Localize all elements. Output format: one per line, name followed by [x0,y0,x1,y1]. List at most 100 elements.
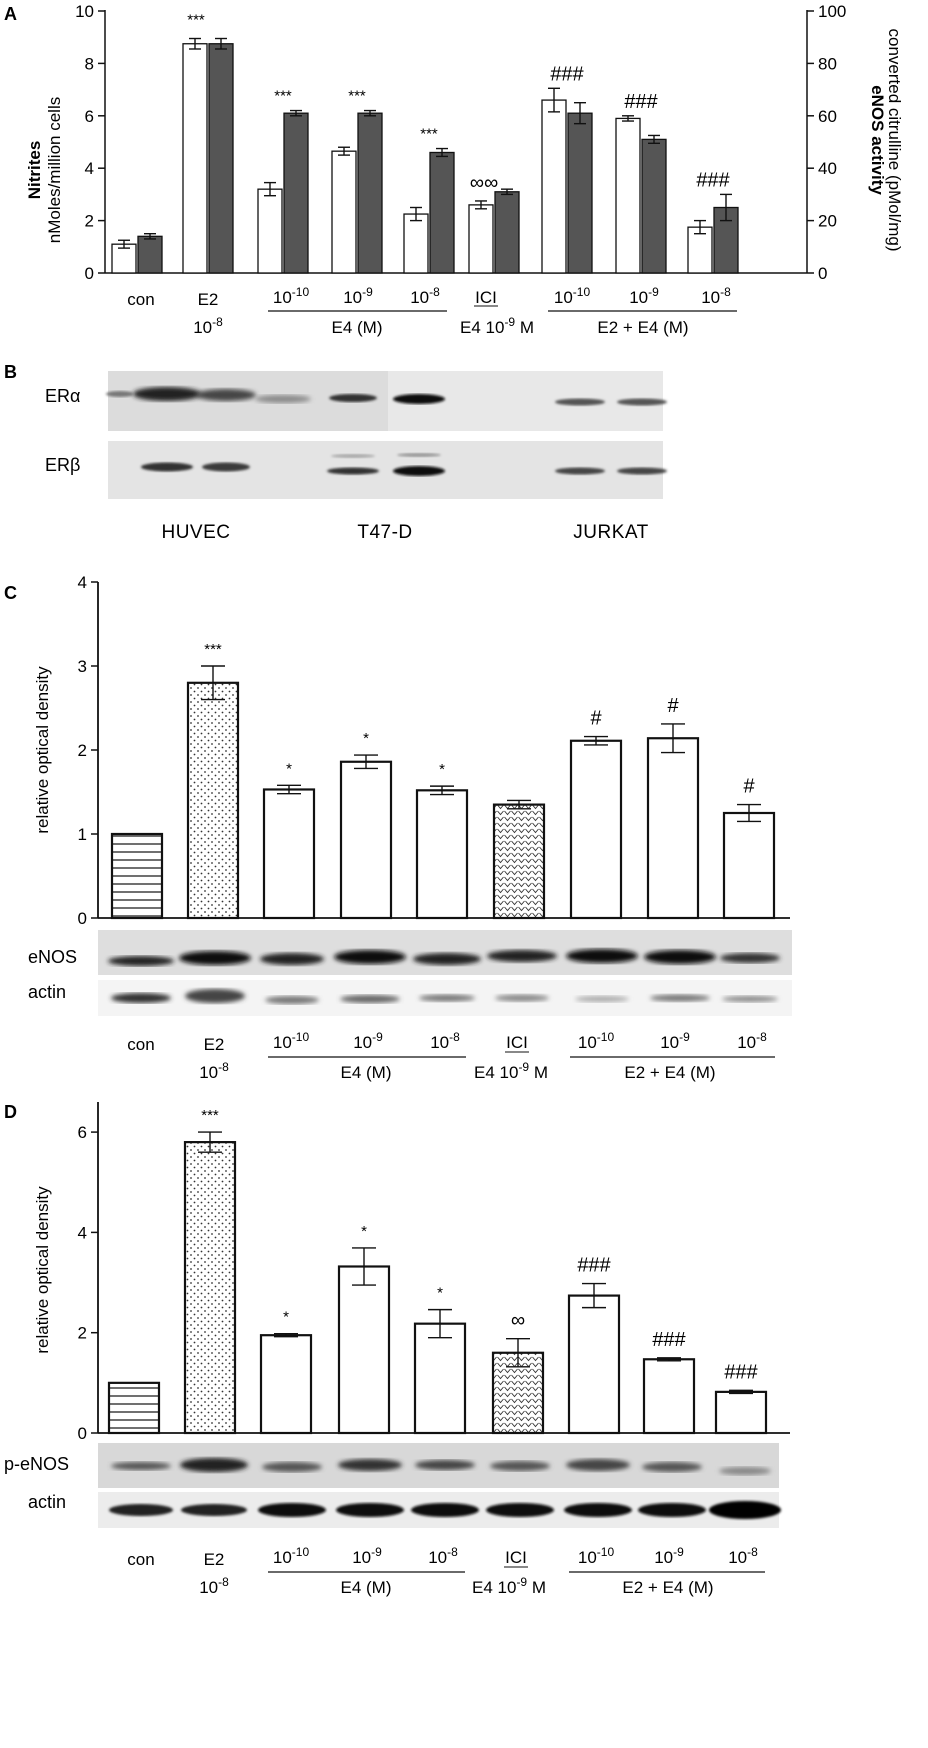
blot-er-alpha [106,371,667,431]
panel-d-significance-marker: * [361,1223,367,1240]
bar-nitrites [403,213,429,274]
bar-enos-activity [137,235,163,274]
panel-c-tick-label: 2 [78,741,87,760]
panel-d-significance-marker: ### [577,1255,611,1277]
panel-d-bar [413,1322,467,1435]
panel-a-left-ticks: 0 2 4 6 8 10 [75,2,105,283]
panel-a-left-tick-label: 4 [85,159,94,178]
panel-a-left-tick-label: 2 [85,212,94,231]
cat-e4-group: E4 (M) [341,1578,392,1597]
blot-label-er-alpha: ERα [45,386,80,406]
panel-c-ylabel: relative optical density [33,666,52,834]
blot-enos [98,930,792,975]
panel-d-bars: ******∞######### [107,1107,768,1435]
bar-enos-activity [208,43,234,274]
panel-a-left-tick-label: 6 [85,107,94,126]
cat-ici: ICI [475,288,497,307]
cat-e4-dose-3: 10-8 [428,1545,458,1567]
bar-nitrites [331,150,357,274]
panel-d-tick-label: 4 [78,1223,87,1242]
bar-enos-activity [357,112,383,274]
panel-letter-a: A [4,4,17,24]
panel-c-tick-label: 3 [78,657,87,676]
panel-c-significance-marker: *** [204,641,222,658]
cat-e2-dose: 10-8 [199,1060,229,1082]
panel-c-significance-marker: * [363,730,369,747]
panel-a-ylabel-right-2: converted citrulline (pMol/mg) [885,29,904,252]
panel-a-left-tick-label: 8 [85,54,94,73]
cat-con: con [127,290,154,309]
cat-e2e4-dose-1: 10-10 [578,1545,615,1567]
panel-c-bar [646,737,700,920]
significance-marker: ### [550,63,584,85]
significance-marker: *** [348,88,366,105]
panel-d-category-labels: con E2 10-8 10-10 10-9 10-8 E4 (M) ICI E… [127,1545,765,1597]
cat-e4-dose-3: 10-8 [410,285,440,307]
bar-enos-activity [283,112,309,274]
cat-ici-group: E4 10-9 M [472,1575,546,1597]
panel-c-bar [722,811,776,920]
cell-label-jurkat: JURKAT [573,522,648,543]
panel-d-bar [714,1390,768,1435]
cat-e2e4-group: E2 + E4 (M) [622,1578,713,1597]
panel-a: A Nitrites nMoles/million cells eNOS act… [4,2,904,337]
panel-d-significance-marker: ∞ [511,1310,525,1332]
blot-label-enos: eNOS [28,947,77,967]
blot-label-actin-d: actin [28,1492,66,1512]
panel-d-significance-marker: *** [201,1107,219,1124]
panel-d-bar [642,1358,696,1435]
cat-e4-dose-1: 10-10 [273,1545,310,1567]
panel-a-left-tick-label: 10 [75,2,94,21]
cell-label-t47d: T47-D [357,522,412,543]
panel-d-significance-marker: ### [724,1361,758,1383]
cat-e4-dose-2: 10-9 [343,285,373,307]
cat-e2e4-dose-3: 10-8 [737,1030,767,1052]
cat-e2e4-dose-3: 10-8 [701,285,731,307]
significance-marker: ∞∞ [470,172,499,194]
panel-c-significance-marker: # [667,695,679,717]
panel-c-ticks: 0 1 2 3 4 [78,573,98,928]
cat-e2e4-dose-1: 10-10 [554,285,591,307]
bar-nitrites [257,188,283,274]
cat-e2e4-dose-2: 10-9 [629,285,659,307]
panel-c-tick-label: 4 [78,573,87,592]
panel-a-right-tick-label: 20 [818,212,837,231]
panel-c-significance-marker: # [743,776,755,798]
significance-marker: *** [420,126,438,143]
panel-c-bar [569,739,623,920]
cat-e2: E2 [204,1035,225,1054]
panel-a-category-labels: con E2 10-8 10-10 10-9 10-8 E4 (M) ICI E… [127,285,737,337]
cat-ici-group: E4 10-9 M [460,315,534,337]
panel-d-ticks: 0 2 4 6 [78,1123,98,1443]
cat-e2e4-dose-2: 10-9 [660,1030,690,1052]
panel-a-right-tick-label: 0 [818,264,827,283]
cat-e4-group: E4 (M) [341,1063,392,1082]
cell-label-huvec: HUVEC [161,522,230,543]
cat-e4-dose-2: 10-9 [353,1030,383,1052]
panel-letter-b: B [4,362,17,382]
cat-e4-group: E4 (M) [332,318,383,337]
bar-nitrites [541,99,567,274]
cat-con: con [127,1550,154,1569]
cat-e2e4-dose-2: 10-9 [654,1545,684,1567]
panel-d-tick-label: 0 [78,1424,87,1443]
panel-c-significance-marker: * [439,761,445,778]
bar-enos-activity [494,191,520,274]
panel-d-significance-marker: ### [652,1329,686,1351]
bar-enos-activity [713,206,739,274]
bar-enos-activity [641,138,667,274]
cat-e4-dose-1: 10-10 [273,1030,310,1052]
cat-e2-dose: 10-8 [193,315,223,337]
cat-ici: ICI [505,1548,527,1567]
cat-e2e4-dose-3: 10-8 [728,1545,758,1567]
panel-letter-c: C [4,583,17,603]
panel-a-ylabel-left-1: Nitrites [25,141,44,200]
bar-enos-activity [429,151,455,274]
cat-e4-dose-3: 10-8 [430,1030,460,1052]
panel-a-left-tick-label: 0 [85,264,94,283]
cat-e2e4-group: E2 + E4 (M) [624,1063,715,1082]
significance-marker: ### [624,91,658,113]
